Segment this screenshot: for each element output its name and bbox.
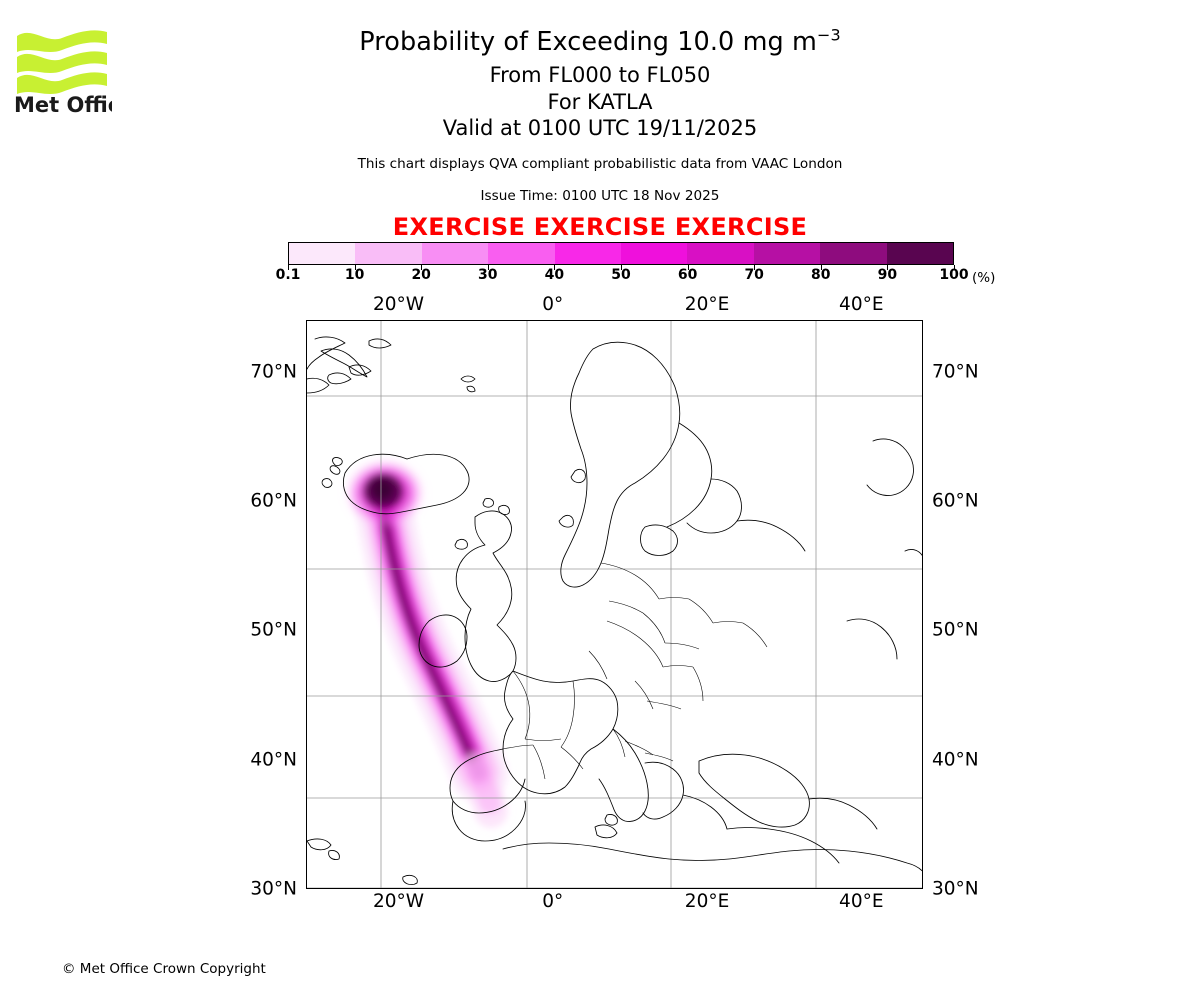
latitude-label-left-1: 60°N <box>250 490 297 512</box>
page-title-text: Probability of Exceeding 10.0 mg m <box>359 27 817 57</box>
latitude-label-right-3: 40°N <box>932 749 979 771</box>
longitude-label-bottom-0: 20°W <box>373 891 425 912</box>
ash-probability-plume <box>343 457 508 828</box>
title-block: Probability of Exceeding 10.0 mg m−3 Fro… <box>0 22 1200 142</box>
map-graphic <box>307 321 922 888</box>
colorbar-tick-label-2: 20 <box>411 267 431 283</box>
colorbar-tick-mark-9 <box>887 265 889 270</box>
longitude-label-bottom-2: 20°E <box>684 891 730 912</box>
colorbar-tick-label-8: 80 <box>811 267 831 283</box>
colorbar-tick-label-0: 0.1 <box>275 267 301 283</box>
exercise-banner: EXERCISE EXERCISE EXERCISE <box>392 213 808 241</box>
latitude-label-right-0: 70°N <box>932 361 979 383</box>
colorbar-tick-mark-10 <box>954 265 955 270</box>
page-title-exponent: −3 <box>816 25 841 45</box>
probability-colorbar <box>288 242 954 265</box>
colorbar-tick-label-3: 30 <box>478 267 498 283</box>
colorbar-tick-mark-2 <box>421 265 423 270</box>
latitude-label-right-4: 30°N <box>932 878 979 900</box>
colorbar-tick-label-5: 50 <box>611 267 631 283</box>
colorbar-tick-mark-0 <box>288 265 289 270</box>
latitude-label-right-2: 50°N <box>932 619 979 641</box>
colorbar-bands <box>288 242 954 265</box>
colorbar-band-1 <box>355 243 422 264</box>
latitude-label-left-0: 70°N <box>250 361 297 383</box>
longitude-label-top-3: 40°E <box>839 294 884 315</box>
colorbar-band-0 <box>289 243 356 264</box>
latitude-label-left-3: 40°N <box>250 749 297 771</box>
colorbar-units: (%) <box>972 270 996 286</box>
colorbar-tick-mark-8 <box>820 265 822 270</box>
colorbar-tick-mark-4 <box>554 265 556 270</box>
flight-level-range: From FL000 to FL050 <box>489 63 711 87</box>
logo-waves <box>17 30 107 94</box>
colorbar-tick-label-6: 60 <box>677 267 698 283</box>
colorbar-band-5 <box>621 243 688 264</box>
volcano-name-line: For KATLA <box>547 89 653 114</box>
map-plot-area <box>306 320 923 889</box>
latitude-label-left-4: 30°N <box>250 878 297 900</box>
issue-time: Issue Time: 0100 UTC 18 Nov 2025 <box>480 188 720 204</box>
longitude-label-bottom-1: 0° <box>542 891 564 912</box>
colorbar-tick-label-9: 90 <box>877 267 898 283</box>
latitude-label-right-1: 60°N <box>932 490 979 512</box>
colorbar-tick-mark-7 <box>754 265 756 270</box>
colorbar-tick-label-7: 70 <box>744 267 764 283</box>
longitude-label-top-2: 20°E <box>684 294 730 315</box>
page-title: Probability of Exceeding 10.0 mg m−3 <box>0 22 1200 62</box>
colorbar-tick-mark-5 <box>621 265 622 270</box>
colorbar-tick-mark-1 <box>354 265 356 270</box>
country-borders <box>502 562 768 780</box>
colorbar-band-8 <box>820 243 887 264</box>
colorbar-tick-label-10: 100 <box>939 267 969 283</box>
colorbar-band-3 <box>488 243 555 264</box>
colorbar-tick-label-4: 40 <box>544 267 565 283</box>
colorbar-tick-mark-3 <box>487 265 489 270</box>
colorbar-band-4 <box>554 243 622 264</box>
longitude-label-bottom-3: 40°E <box>839 891 884 912</box>
longitude-label-top-1: 0° <box>542 294 564 315</box>
colorbar-band-6 <box>687 243 754 264</box>
colorbar-band-9 <box>886 243 954 264</box>
colorbar-band-2 <box>421 243 489 264</box>
met-office-logo-graphic: Met Office <box>14 30 112 114</box>
valid-time-line: Valid at 0100 UTC 19/11/2025 <box>442 116 758 140</box>
chart-description: This chart displays QVA compliant probab… <box>357 156 843 172</box>
logo-wordmark: Met Office <box>14 93 112 114</box>
map-contents <box>307 321 922 888</box>
colorbar-band-7 <box>753 243 821 264</box>
colorbar-tick-mark-6 <box>687 265 689 270</box>
copyright-notice: © Met Office Crown Copyright <box>62 961 266 977</box>
met-office-logo: Met Office <box>12 24 112 114</box>
latitude-label-left-2: 50°N <box>250 619 297 641</box>
longitude-label-top-0: 20°W <box>373 294 425 315</box>
colorbar-tick-label-1: 10 <box>344 267 365 283</box>
